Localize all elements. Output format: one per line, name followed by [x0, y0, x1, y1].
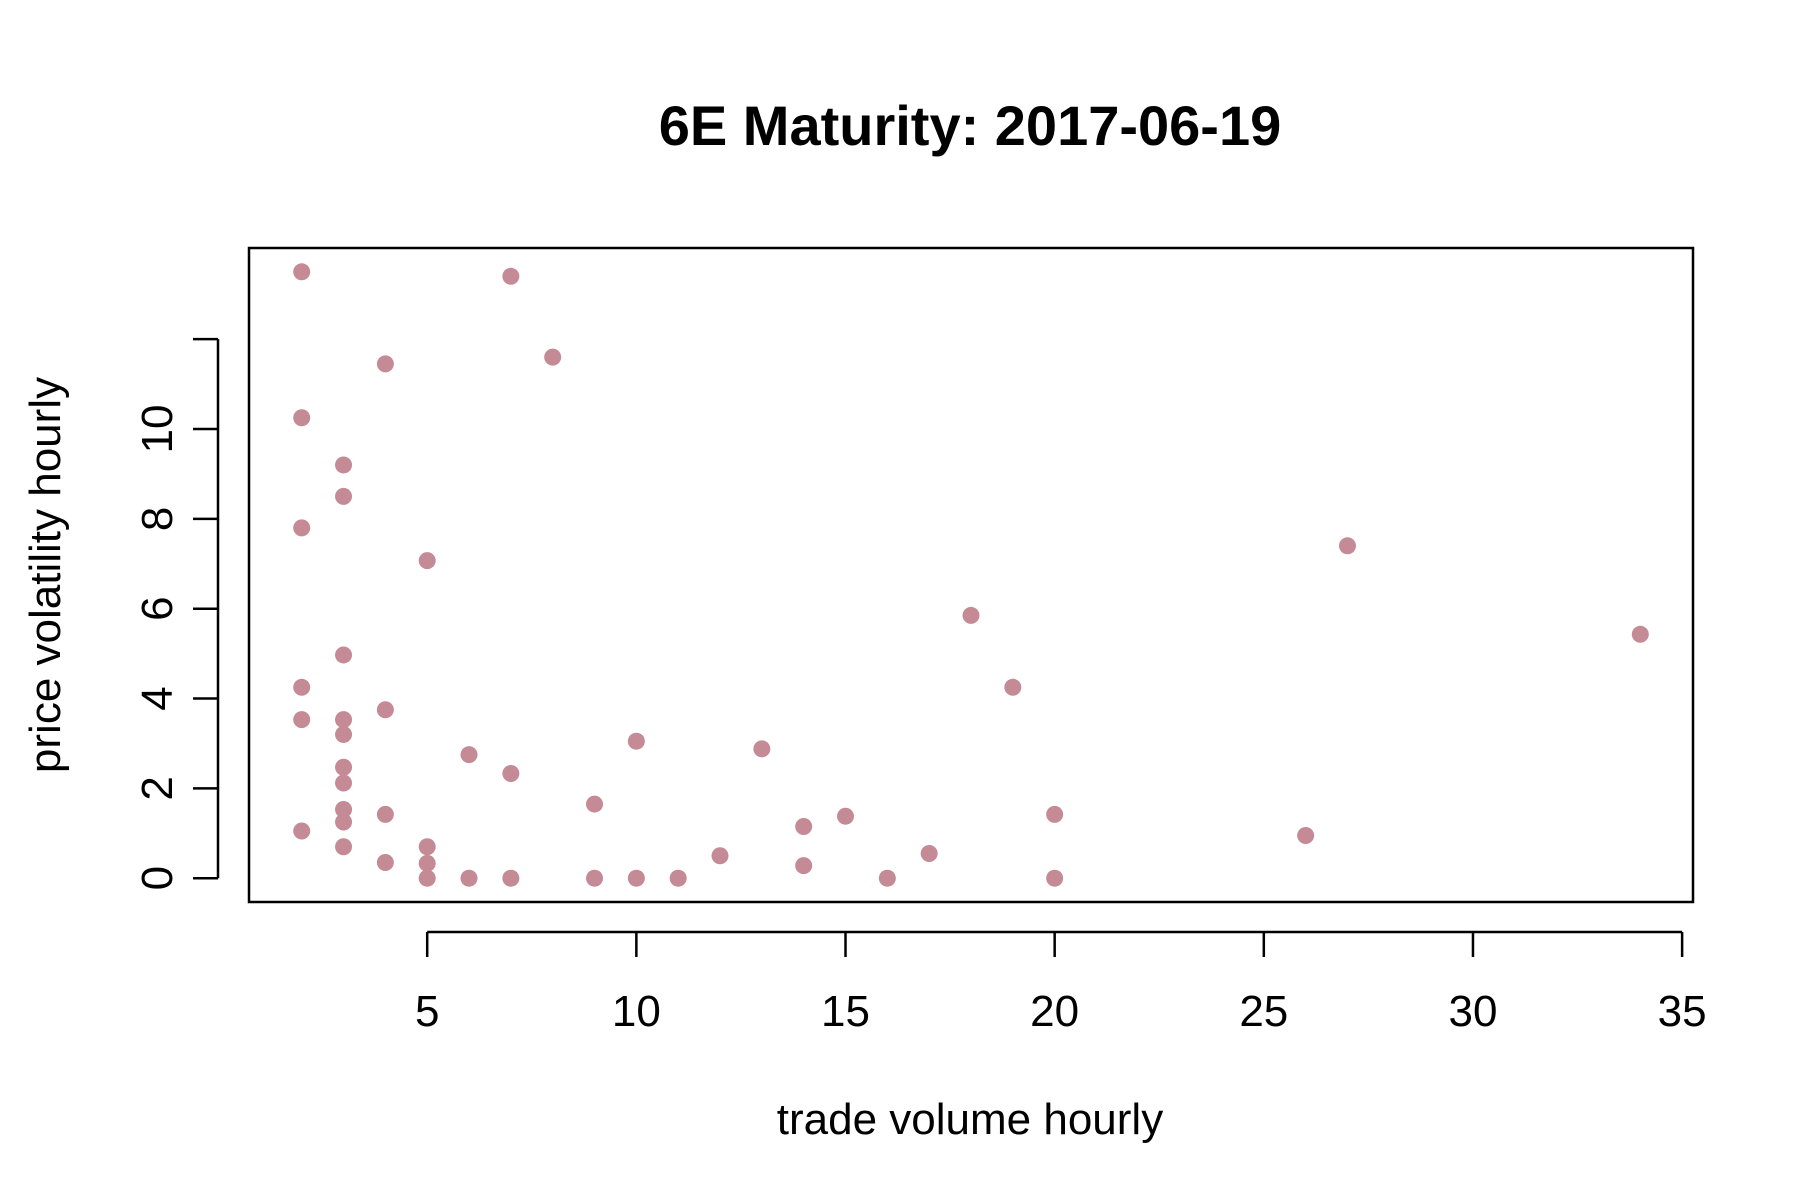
data-point — [418, 552, 436, 570]
data-point — [335, 456, 353, 474]
data-point — [293, 519, 311, 537]
x-tick-label: 20 — [1030, 987, 1079, 1036]
data-point — [335, 711, 353, 729]
data-point — [962, 606, 980, 624]
data-point — [293, 711, 311, 729]
data-point — [335, 774, 353, 792]
data-point — [335, 800, 353, 818]
data-point — [753, 740, 771, 758]
data-point — [1338, 537, 1356, 555]
data-point — [669, 869, 687, 887]
data-point — [711, 847, 729, 865]
data-points — [293, 263, 1649, 887]
y-tick-label: 8 — [133, 507, 182, 531]
data-point — [335, 646, 353, 664]
x-tick-label: 25 — [1239, 987, 1288, 1036]
x-tick-label: 5 — [415, 987, 439, 1036]
data-point — [502, 869, 520, 887]
data-point — [878, 869, 896, 887]
data-point — [293, 678, 311, 696]
data-point — [920, 844, 938, 862]
data-point — [460, 869, 478, 887]
data-point — [586, 795, 604, 813]
data-point — [293, 409, 311, 427]
data-point — [502, 267, 520, 285]
data-point — [335, 813, 353, 831]
data-point — [627, 869, 645, 887]
data-point — [376, 701, 394, 719]
plot-frame — [247, 246, 1695, 904]
data-point — [460, 746, 478, 764]
data-point — [293, 263, 311, 281]
data-point — [1046, 805, 1064, 823]
data-point — [502, 765, 520, 783]
x-tick-label: 30 — [1448, 987, 1497, 1036]
data-point — [627, 732, 645, 750]
data-point — [1297, 827, 1315, 845]
data-point — [293, 822, 311, 840]
data-point — [544, 348, 562, 366]
data-point — [376, 355, 394, 373]
x-tick-label: 15 — [821, 987, 870, 1036]
y-axis-label: price volatility hourly — [21, 377, 70, 773]
data-point — [1004, 678, 1022, 696]
y-tick-label: 2 — [133, 776, 182, 800]
data-point — [335, 838, 353, 856]
y-tick-label: 4 — [133, 686, 182, 710]
y-tick-label: 0 — [133, 866, 182, 890]
x-tick-label: 35 — [1658, 987, 1707, 1036]
chart-title: 6E Maturity: 2017-06-19 — [659, 94, 1282, 157]
data-point — [418, 869, 436, 887]
data-point — [837, 807, 855, 825]
data-point — [795, 857, 813, 875]
data-point — [376, 853, 394, 871]
y-axis: 0 2 4 6 8 10 — [133, 337, 220, 890]
data-point — [335, 487, 353, 505]
data-point — [418, 838, 436, 856]
data-point — [418, 854, 436, 872]
data-point — [376, 805, 394, 823]
x-axis: 5 10 15 20 25 30 35 — [415, 930, 1707, 1036]
data-point — [1046, 869, 1064, 887]
x-axis-label: trade volume hourly — [777, 1095, 1163, 1144]
data-point — [335, 725, 353, 743]
data-point — [335, 758, 353, 776]
y-tick-label: 6 — [133, 596, 182, 620]
y-tick-label: 10 — [133, 405, 182, 454]
x-tick-label: 10 — [612, 987, 661, 1036]
data-point — [586, 869, 604, 887]
data-point — [795, 818, 813, 836]
data-point — [1631, 625, 1649, 643]
